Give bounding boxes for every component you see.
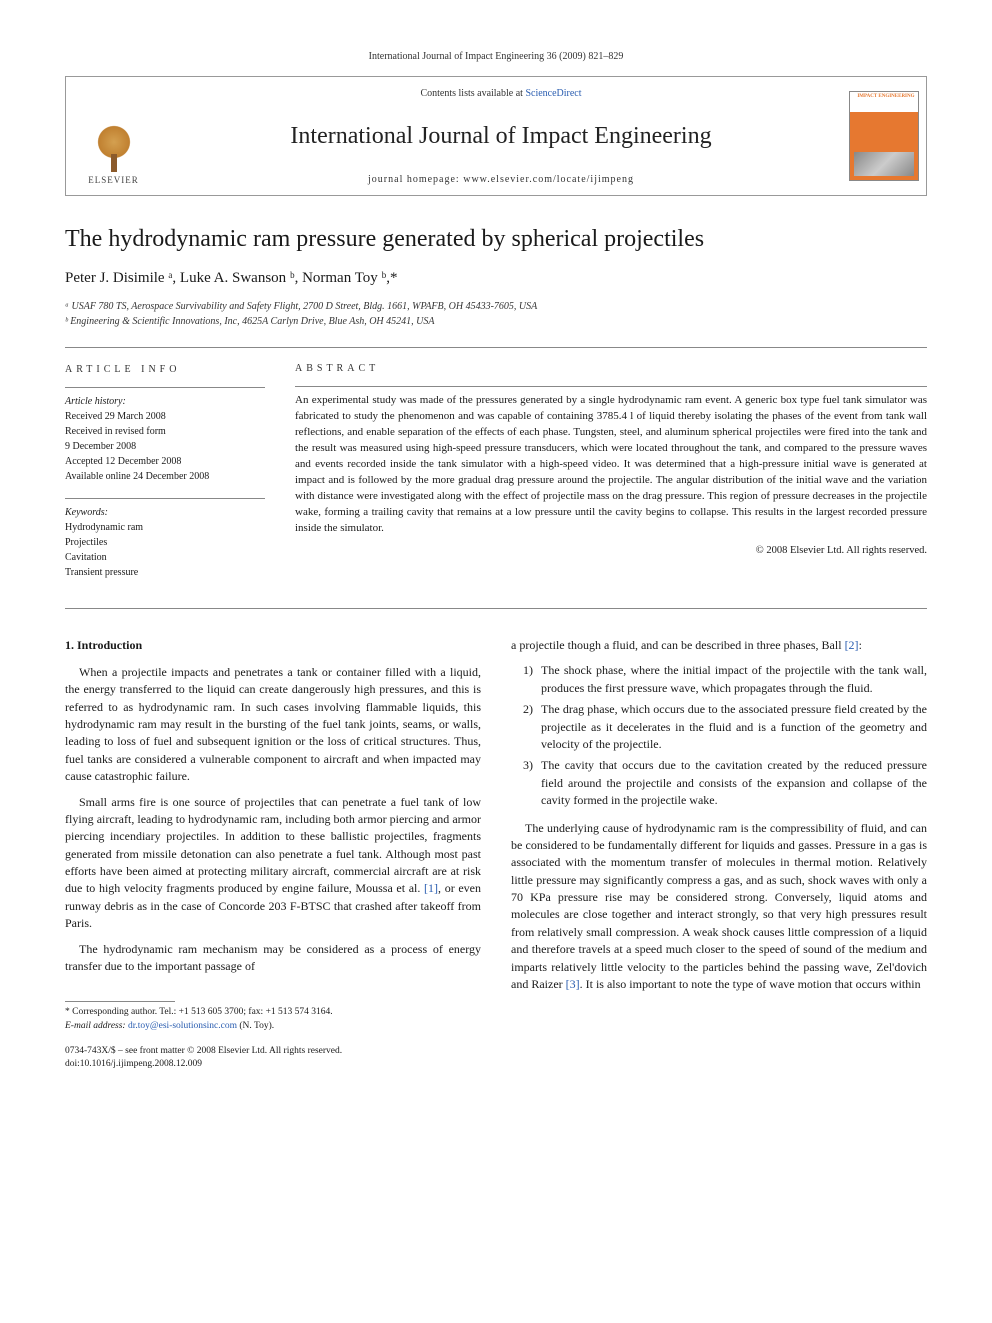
para-text: :	[859, 638, 862, 652]
email-line: E-mail address: dr.toy@esi-solutionsinc.…	[65, 1020, 481, 1033]
article-info: ARTICLE INFO Article history: Received 2…	[65, 362, 265, 594]
elsevier-tree-icon	[89, 122, 139, 172]
homepage-url[interactable]: www.elsevier.com/locate/ijimpeng	[463, 174, 634, 185]
abstract-heading: ABSTRACT	[295, 362, 927, 376]
email-label: E-mail address:	[65, 1021, 128, 1031]
corr-line: * Corresponding author. Tel.: +1 513 605…	[65, 1006, 481, 1019]
header-citation: International Journal of Impact Engineer…	[65, 50, 927, 64]
history-line: Received in revised form	[65, 424, 265, 439]
sciencedirect-link[interactable]: ScienceDirect	[525, 88, 581, 99]
email-suffix: (N. Toy).	[237, 1021, 274, 1031]
left-column: 1. Introduction When a projectile impact…	[65, 637, 481, 1072]
rule-bottom	[65, 608, 927, 609]
contents-line: Contents lists available at ScienceDirec…	[420, 87, 581, 101]
section-heading: 1. Introduction	[65, 637, 481, 654]
email-link[interactable]: dr.toy@esi-solutionsinc.com	[128, 1021, 237, 1031]
ref-link-2[interactable]: [2]	[845, 638, 859, 652]
footer-line-2: doi:10.1016/j.ijimpeng.2008.12.009	[65, 1058, 481, 1071]
publisher-name: ELSEVIER	[88, 174, 139, 187]
phase-text: The shock phase, where the initial impac…	[541, 663, 927, 694]
article-info-heading: ARTICLE INFO	[65, 362, 265, 377]
masthead: ELSEVIER Contents lists available at Sci…	[65, 76, 927, 196]
homepage-prefix: journal homepage:	[368, 174, 463, 185]
abstract-rule	[295, 386, 927, 387]
publisher-logo-area: ELSEVIER	[66, 77, 161, 195]
para: Small arms fire is one source of project…	[65, 794, 481, 933]
para-text: Small arms fire is one source of project…	[65, 795, 481, 896]
contents-prefix: Contents lists available at	[420, 88, 525, 99]
history-line: 9 December 2008	[65, 439, 265, 454]
abstract: ABSTRACT An experimental study was made …	[295, 362, 927, 594]
info-rule-2	[65, 498, 265, 499]
info-rule-1	[65, 387, 265, 388]
history-line: Received 29 March 2008	[65, 409, 265, 424]
homepage-line: journal homepage: www.elsevier.com/locat…	[368, 173, 634, 187]
footer-line-1: 0734-743X/$ – see front matter © 2008 El…	[65, 1045, 481, 1058]
authors: Peter J. Disimile ᵃ, Luke A. Swanson ᵇ, …	[65, 268, 927, 289]
para-text: a projectile though a fluid, and can be …	[511, 638, 845, 652]
keywords-label: Keywords:	[65, 505, 265, 520]
page-root: International Journal of Impact Engineer…	[0, 0, 992, 1122]
journal-name: International Journal of Impact Engineer…	[290, 120, 711, 154]
elsevier-logo: ELSEVIER	[88, 122, 139, 187]
body-columns: 1. Introduction When a projectile impact…	[65, 637, 927, 1072]
phase-text: The cavity that occurs due to the cavita…	[541, 758, 927, 807]
article-history: Article history: Received 29 March 2008 …	[65, 394, 265, 484]
corresponding-footnote: * Corresponding author. Tel.: +1 513 605…	[65, 1006, 481, 1033]
history-line: Available online 24 December 2008	[65, 469, 265, 484]
para: The hydrodynamic ram mechanism may be co…	[65, 941, 481, 976]
phase-text: The drag phase, which occurs due to the …	[541, 702, 927, 751]
para: a projectile though a fluid, and can be …	[511, 637, 927, 654]
para: When a projectile impacts and penetrates…	[65, 664, 481, 786]
affiliations: ᵃ USAF 780 TS, Aerospace Survivability a…	[65, 299, 927, 329]
footnote-rule	[65, 1001, 175, 1002]
keyword: Hydrodynamic ram	[65, 520, 265, 535]
cover-label: IMPACT ENGINEERING	[850, 92, 918, 112]
keywords: Keywords: Hydrodynamic ram Projectiles C…	[65, 505, 265, 580]
page-footer: 0734-743X/$ – see front matter © 2008 El…	[65, 1045, 481, 1072]
affiliation-a: ᵃ USAF 780 TS, Aerospace Survivability a…	[65, 299, 927, 314]
abstract-text: An experimental study was made of the pr…	[295, 393, 927, 536]
keyword: Cavitation	[65, 550, 265, 565]
phase-list: 1)The shock phase, where the initial imp…	[511, 662, 927, 809]
masthead-center: Contents lists available at ScienceDirec…	[161, 77, 841, 195]
abstract-copyright: © 2008 Elsevier Ltd. All rights reserved…	[295, 544, 927, 559]
keyword: Transient pressure	[65, 565, 265, 580]
affiliation-b: ᵇ Engineering & Scientific Innovations, …	[65, 314, 927, 329]
history-label: Article history:	[65, 394, 265, 409]
keyword: Projectiles	[65, 535, 265, 550]
phase-item: 2)The drag phase, which occurs due to th…	[527, 701, 927, 753]
para: The underlying cause of hydrodynamic ram…	[511, 820, 927, 994]
ref-link-3[interactable]: [3]	[566, 977, 580, 991]
ref-link-1[interactable]: [1]	[424, 881, 438, 895]
phase-item: 3)The cavity that occurs due to the cavi…	[527, 757, 927, 809]
article-title: The hydrodynamic ram pressure generated …	[65, 224, 927, 254]
para-text: . It is also important to note the type …	[580, 977, 921, 991]
history-line: Accepted 12 December 2008	[65, 454, 265, 469]
right-column: a projectile though a fluid, and can be …	[511, 637, 927, 1072]
phase-item: 1)The shock phase, where the initial imp…	[527, 662, 927, 697]
cover-thumb-area: IMPACT ENGINEERING	[841, 77, 926, 195]
info-abstract-row: ARTICLE INFO Article history: Received 2…	[65, 348, 927, 608]
journal-cover-thumb: IMPACT ENGINEERING	[849, 91, 919, 181]
para-text: The underlying cause of hydrodynamic ram…	[511, 821, 927, 992]
